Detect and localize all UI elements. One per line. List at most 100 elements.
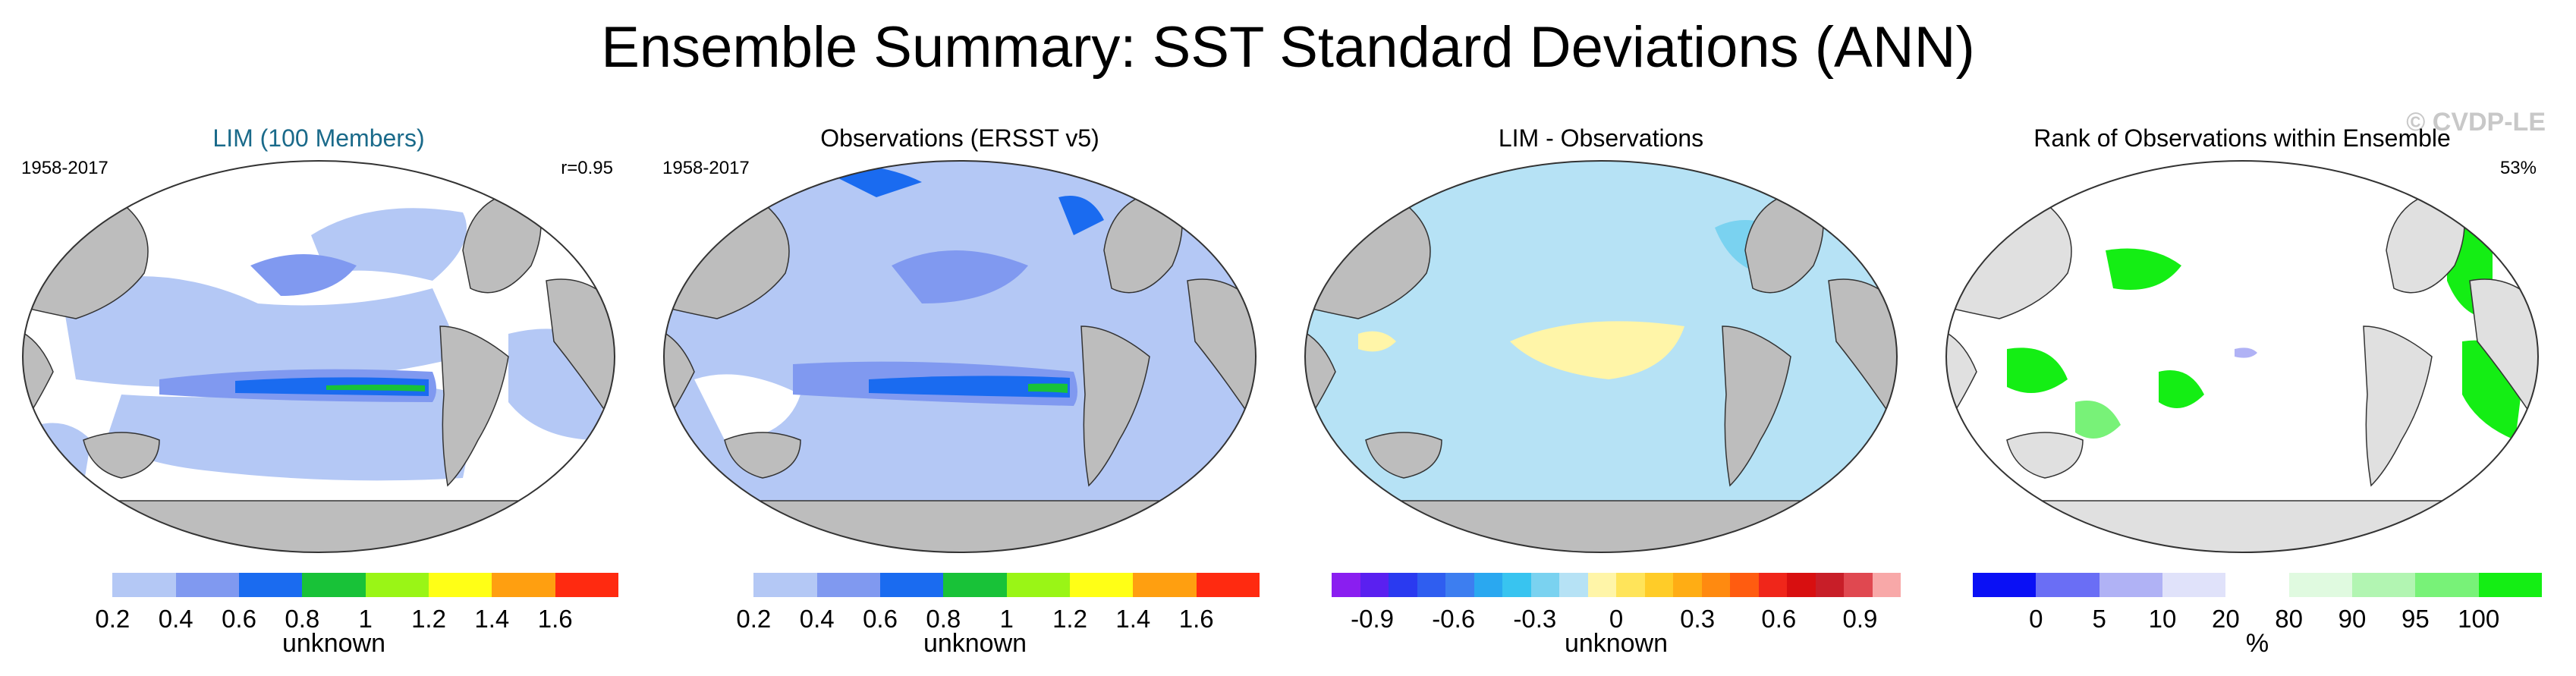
colorbar-swatch xyxy=(1872,573,1901,597)
colorbar-swatch xyxy=(1616,573,1645,597)
colorbar-swatch xyxy=(816,573,880,597)
rank-map xyxy=(1945,160,2539,553)
colorbar-swatch xyxy=(1587,573,1616,597)
colorbar-tick: 90 xyxy=(2338,605,2367,633)
colorbar-tick: 0.4 xyxy=(799,605,835,633)
colorbar-swatches xyxy=(49,573,618,597)
colorbar-tick: 1.2 xyxy=(411,605,446,633)
colorbar-tick: 0.6 xyxy=(863,605,898,633)
colorbar-swatch xyxy=(492,573,555,597)
colorbar-tick: 0.8 xyxy=(926,605,961,633)
colorbar-tick: 10 xyxy=(2148,605,2177,633)
sst-std-map xyxy=(22,160,615,553)
colorbar-swatch xyxy=(1006,573,1070,597)
colorbar-label: unknown xyxy=(1564,629,1669,658)
colorbar-swatch xyxy=(238,573,303,597)
colorbar-swatch xyxy=(1758,573,1787,597)
colorbar-swatch xyxy=(2225,573,2289,597)
colorbar-swatch xyxy=(1530,573,1559,597)
colorbar-label: unknown xyxy=(282,629,386,658)
colorbar-swatch xyxy=(1673,573,1702,597)
colorbar-swatch xyxy=(1701,573,1730,597)
colorbar-tick: 0 xyxy=(1609,605,1624,633)
panel-title: Rank of Observations within Ensemble xyxy=(2033,124,2451,152)
colorbar-tick: 0.3 xyxy=(1680,605,1716,633)
colorbar-tick: 100 xyxy=(2458,605,2500,633)
colorbar-swatch xyxy=(555,573,618,597)
panel-title: LIM - Observations xyxy=(1498,124,1704,152)
period-label: 1958-2017 xyxy=(21,158,109,178)
panel-observations: Observations (ERSST v5) 1958-2017 unknow… xyxy=(649,114,1271,671)
colorbar-swatch xyxy=(753,573,817,597)
colorbar: unknown -0.9 -0.6 -0.3 0 0.3 0.6 0.9 xyxy=(1332,573,1901,671)
colorbar-swatch xyxy=(1445,573,1474,597)
colorbar-swatch xyxy=(1815,573,1844,597)
colorbar-swatch xyxy=(1730,573,1759,597)
panel-lim: LIM (100 Members) 1958-2017 r=0.95 unkn xyxy=(8,114,630,671)
sst-std-map xyxy=(663,160,1257,553)
colorbar: unknown 0.2 0.4 0.6 0.8 1 1.2 1.4 1.6 xyxy=(49,573,618,671)
colorbar-swatch xyxy=(1474,573,1502,597)
colorbar-swatch xyxy=(49,573,113,597)
colorbar-swatch xyxy=(1844,573,1873,597)
colorbar-swatch xyxy=(2415,573,2479,597)
colorbar-swatch xyxy=(2036,573,2099,597)
colorbar-tick: 80 xyxy=(2275,605,2304,633)
colorbar-swatch xyxy=(1559,573,1588,597)
colorbar-swatch xyxy=(1417,573,1445,597)
colorbar-swatch xyxy=(302,573,366,597)
colorbar-swatch xyxy=(112,573,176,597)
difference-map xyxy=(1304,160,1898,553)
colorbar-tick: 0.9 xyxy=(1842,605,1878,633)
colorbar-swatch xyxy=(2478,573,2542,597)
colorbar-swatches xyxy=(1332,573,1901,597)
correlation-label: r=0.95 xyxy=(561,158,613,178)
colorbar-label: unknown xyxy=(923,629,1027,658)
colorbar-tick: 20 xyxy=(2211,605,2240,633)
colorbar: % 0 5 10 20 80 90 95 100 xyxy=(1973,573,2542,671)
panel-difference: LIM - Observations unknown -0.9 -0.6 -0.3 0… xyxy=(1290,114,1912,671)
colorbar-swatch xyxy=(879,573,944,597)
colorbar-swatch xyxy=(1332,573,1360,597)
colorbar-swatch xyxy=(943,573,1007,597)
colorbar-tick: 0.8 xyxy=(285,605,320,633)
colorbar-tick: 0.2 xyxy=(95,605,131,633)
colorbar-tick: 1 xyxy=(358,605,373,633)
colorbar: unknown 0.2 0.4 0.6 0.8 1 1.2 1.4 1.6 xyxy=(690,573,1260,671)
colorbar-tick: 0.6 xyxy=(222,605,256,633)
colorbar-swatch xyxy=(1389,573,1417,597)
colorbar-swatch xyxy=(428,573,492,597)
watermark: © CVDP-LE xyxy=(2406,108,2546,137)
colorbar-tick: 0 xyxy=(2029,605,2043,633)
colorbar-tick: 1.4 xyxy=(474,605,510,633)
panel-title: Observations (ERSST v5) xyxy=(820,124,1099,152)
colorbar-swatch xyxy=(1133,573,1197,597)
colorbar-tick: 95 xyxy=(2401,605,2430,633)
colorbar-tick: 1 xyxy=(999,605,1014,633)
colorbar-tick: -0.9 xyxy=(1351,605,1394,633)
panel-rank: © CVDP-LE Rank of Observations within En… xyxy=(1931,108,2553,671)
colorbar-tick: 0.4 xyxy=(158,605,193,633)
colorbar-swatch xyxy=(1502,573,1531,597)
colorbar-tick: -0.6 xyxy=(1432,605,1476,633)
colorbar-swatch xyxy=(2351,573,2416,597)
colorbar-swatch xyxy=(1973,573,2037,597)
colorbar-tick: -0.3 xyxy=(1513,605,1557,633)
colorbar-tick: 5 xyxy=(2092,605,2106,633)
colorbar-tick: 1.6 xyxy=(1178,605,1214,633)
colorbar-swatch xyxy=(365,573,429,597)
colorbar-swatch xyxy=(1069,573,1134,597)
colorbar-swatch xyxy=(1787,573,1816,597)
colorbar-tick: 0.6 xyxy=(1761,605,1797,633)
colorbar-label: % xyxy=(2245,629,2269,658)
colorbar-tick: 1.2 xyxy=(1052,605,1087,633)
colorbar-swatch xyxy=(2288,573,2352,597)
panel-title: LIM (100 Members) xyxy=(212,124,425,152)
page-title: Ensemble Summary: SST Standard Deviation… xyxy=(601,15,1975,80)
colorbar-swatch xyxy=(1196,573,1260,597)
colorbar-swatch xyxy=(690,573,754,597)
period-label: 1958-2017 xyxy=(662,158,750,178)
colorbar-swatch xyxy=(2099,573,2162,597)
percent-label: 53% xyxy=(2499,158,2537,178)
colorbar-swatch xyxy=(1644,573,1673,597)
